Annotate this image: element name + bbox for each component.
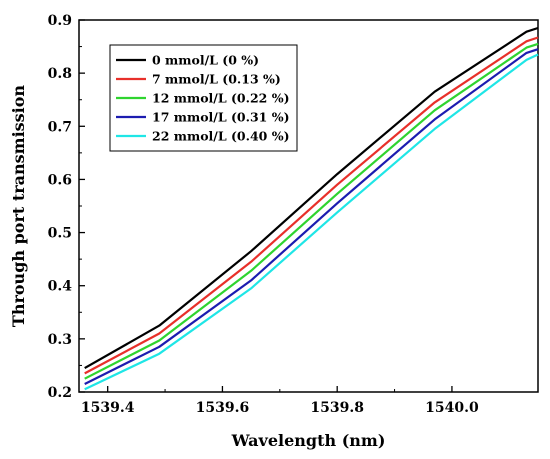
- x-axis-ticks: 1539.4 1539.6 1539.8 1540.0: [81, 386, 479, 416]
- y-tick-label: 0.6: [48, 172, 72, 188]
- series-line-4: [84, 53, 539, 391]
- legend: 0 mmol/L (0 %) 7 mmol/L (0.13 %) 12 mmol/L…: [109, 44, 298, 152]
- y-tick-label: 0.9: [48, 13, 72, 29]
- y-tick-label: 0.3: [48, 332, 72, 348]
- y-tick-label: 0.4: [48, 279, 73, 295]
- legend-label: 0 mmol/L (0 %): [152, 53, 259, 68]
- y-axis-title: Through port transmission: [9, 85, 28, 328]
- series-line-0: [84, 26, 539, 370]
- y-tick-label: 0.8: [48, 66, 72, 82]
- x-axis-title: Wavelength (nm): [231, 431, 386, 450]
- legend-label: 22 mmol/L (0.40 %): [152, 129, 290, 144]
- y-axis-ticks: 0.2 0.3 0.4 0.5 0.6 0.7 0.8 0.9: [48, 13, 85, 401]
- x-tick-label: 1539.4: [81, 400, 135, 416]
- series-line-2: [84, 42, 539, 380]
- legend-label: 12 mmol/L (0.22 %): [152, 91, 290, 106]
- series-line-3: [84, 48, 539, 385]
- y-tick-label: 0.2: [48, 385, 72, 401]
- series-line-1: [84, 36, 539, 375]
- x-tick-label: 1539.8: [310, 400, 364, 416]
- legend-label: 17 mmol/L (0.31 %): [152, 110, 290, 125]
- x-tick-label: 1540.0: [425, 400, 479, 416]
- y-tick-label: 0.5: [48, 226, 72, 242]
- x-tick-label: 1539.6: [196, 400, 250, 416]
- y-tick-label: 0.7: [48, 119, 72, 135]
- series-lines: [84, 26, 539, 391]
- legend-label: 7 mmol/L (0.13 %): [152, 72, 281, 87]
